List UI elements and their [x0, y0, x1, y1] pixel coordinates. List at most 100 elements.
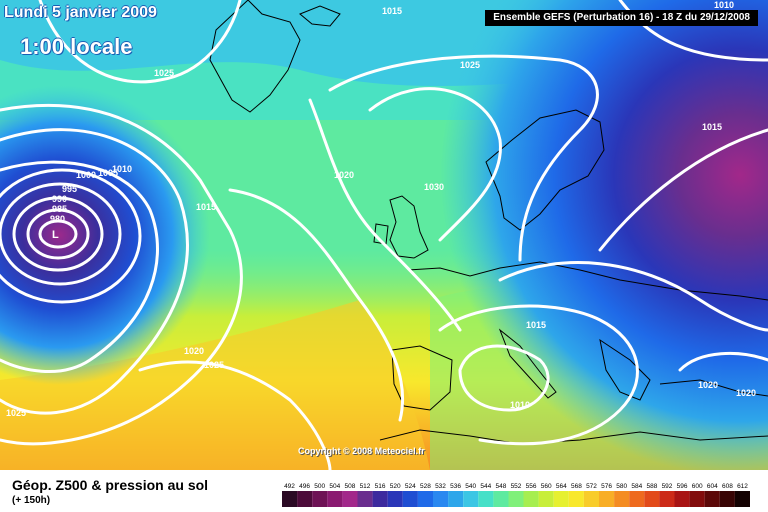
legend-tick-label: 508 [344, 483, 355, 490]
legend-tick-label: 588 [646, 483, 657, 490]
forecast-date: Lundi 5 janvier 2009 [4, 4, 157, 21]
legend-tick-label: 544 [480, 483, 491, 490]
legend-swatch [312, 491, 328, 507]
legend-swatch [538, 491, 554, 507]
isobar-1015-east [598, 128, 768, 252]
legend-swatch [297, 491, 313, 507]
legend-swatch [433, 491, 449, 507]
legend-tick-label: 504 [329, 483, 340, 490]
legend-swatch [644, 491, 660, 507]
isobar-label: 1005 [98, 168, 118, 178]
legend-swatch [463, 491, 479, 507]
isobar-1020-central [308, 98, 462, 332]
isobars [0, 0, 768, 470]
isobar-label: 1025 [460, 60, 480, 70]
legend-swatch [508, 491, 524, 507]
legend-swatch [704, 491, 720, 507]
legend-tick-label: 584 [631, 483, 642, 490]
legend-swatch [417, 491, 433, 507]
legend-tick-label: 596 [677, 483, 688, 490]
legend-swatch [357, 491, 373, 507]
isobar-label: 1020 [334, 170, 354, 180]
legend-tick-label: 556 [526, 483, 537, 490]
legend-swatch [659, 491, 675, 507]
isobar-label: 1015 [526, 320, 546, 330]
legend-tick-label: 548 [495, 483, 506, 490]
balkans-coast [599, 338, 651, 401]
legend-tick-label: 576 [601, 483, 612, 490]
isobar-label: 1010 [510, 400, 530, 410]
legend-tick-label: 552 [511, 483, 522, 490]
isobar-label: 995 [62, 184, 77, 194]
forecast-map: 1015 1025 1025 1015 1010 1000 1005 1010 … [0, 0, 768, 470]
isobar-labels: 1015 1025 1025 1015 1010 1000 1005 1010 … [6, 0, 756, 418]
iberia-coast [391, 345, 453, 411]
isobar-label: 1015 [702, 122, 722, 132]
legend-tick-label: 496 [299, 483, 310, 490]
legend-swatch [448, 491, 464, 507]
isobar-1020-east [678, 351, 768, 372]
legend-tick-label: 540 [465, 483, 476, 490]
isobar-label: 1020 [698, 380, 718, 390]
legend-tick-label: 536 [450, 483, 461, 490]
color-scale-legend: 492 496 500 504 508 512 516 520 524 528 532 536 540 5… [282, 483, 750, 507]
legend-tick-label: 560 [541, 483, 552, 490]
legend-tick-label: 592 [662, 483, 673, 490]
low-pressure-centre-marker: L [52, 229, 59, 241]
isobar-label: 985 [52, 204, 67, 214]
isobar-label: 1030 [424, 182, 444, 192]
legend-swatch [342, 491, 358, 507]
legend-swatch [402, 491, 418, 507]
isobar-990 [0, 182, 122, 286]
isobar-1015-med [438, 304, 639, 446]
legend-swatch [387, 491, 403, 507]
forecast-local-time: 1:00 locale [20, 34, 133, 59]
isobar-1010-med [458, 344, 550, 412]
legend-tick-label: 528 [420, 483, 431, 490]
legend-swatch [493, 491, 509, 507]
legend-swatch [689, 491, 705, 507]
isobar-985 [12, 196, 104, 272]
legend-tick-label: 608 [722, 483, 733, 490]
forecast-step: (+ 150h) [12, 495, 51, 506]
legend-tick-label: 516 [375, 483, 386, 490]
legend-swatch [629, 491, 645, 507]
isobar-label: 1020 [736, 388, 756, 398]
copyright-notice: Copyright © 2008 Meteociel.fr [298, 446, 425, 456]
legend-tick-label: 524 [405, 483, 416, 490]
isobar-1015-central [228, 188, 405, 422]
isobar-1000 [0, 160, 159, 374]
legend-swatch [734, 491, 750, 507]
isobar-1030 [368, 87, 502, 242]
legend-tick-label: 492 [284, 483, 295, 490]
legend-swatch [583, 491, 599, 507]
legend-tick-label: 604 [707, 483, 718, 490]
legend-swatch [478, 491, 494, 507]
atlantic-low-field [0, 0, 768, 470]
scandinavia-coast [485, 109, 605, 231]
isobar-975 [38, 219, 78, 249]
isobar-label: 1000 [76, 170, 96, 180]
europe-north-coast [407, 261, 768, 301]
isobar-1025-south [138, 360, 332, 470]
legend-swatch [614, 491, 630, 507]
isobar-1025-north [38, 0, 242, 84]
isobar-label: 980 [50, 214, 65, 224]
legend-tick-label: 572 [586, 483, 597, 490]
isobar-1020-central-europe [498, 261, 768, 332]
legend-swatch [372, 491, 388, 507]
isobar-1005 [0, 128, 189, 415]
legend-tick-label: 564 [556, 483, 567, 490]
legend-tick-label: 568 [571, 483, 582, 490]
isobar-1010 [0, 104, 243, 446]
legend-tick-label: 500 [314, 483, 325, 490]
isobar-label: 1020 [184, 346, 204, 356]
britain-coast [389, 195, 429, 259]
product-title: Géop. Z500 & pression au sol [12, 477, 209, 493]
isobar-label: 1015 [382, 6, 402, 16]
legend-tick-label: 612 [737, 483, 748, 490]
isobar-980 [26, 208, 90, 260]
isobar-label: 1025 [204, 360, 224, 370]
legend-tick-label: 532 [435, 483, 446, 490]
legend-tick-label: 512 [360, 483, 371, 490]
